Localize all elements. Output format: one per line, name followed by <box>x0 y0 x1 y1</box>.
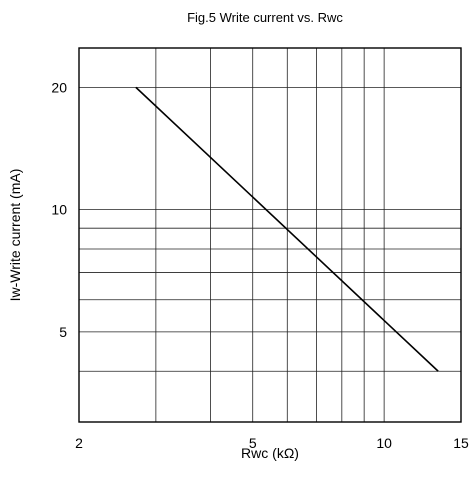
y-axis-label: Iw-Write current (mA) <box>7 169 23 302</box>
x-axis-label: Rwc (kΩ) <box>241 445 299 461</box>
x-tick-label-5: 5 <box>249 435 257 451</box>
series-line-0 <box>135 86 439 372</box>
grid <box>79 48 461 422</box>
chart-title: Fig.5 Write current vs. Rwc <box>187 10 343 25</box>
series-layer <box>135 86 439 372</box>
y-tick-label-10: 10 <box>51 202 67 218</box>
y-tick-label-5: 5 <box>59 324 67 340</box>
x-tick-label-10: 10 <box>376 435 392 451</box>
x-tick-label-15: 15 <box>453 435 469 451</box>
x-tick-label-2: 2 <box>75 435 83 451</box>
y-tick-label-20: 20 <box>51 79 67 95</box>
plot-frame <box>78 47 462 423</box>
tick-labels: 2 5 10 15 5 10 20 <box>51 79 469 451</box>
